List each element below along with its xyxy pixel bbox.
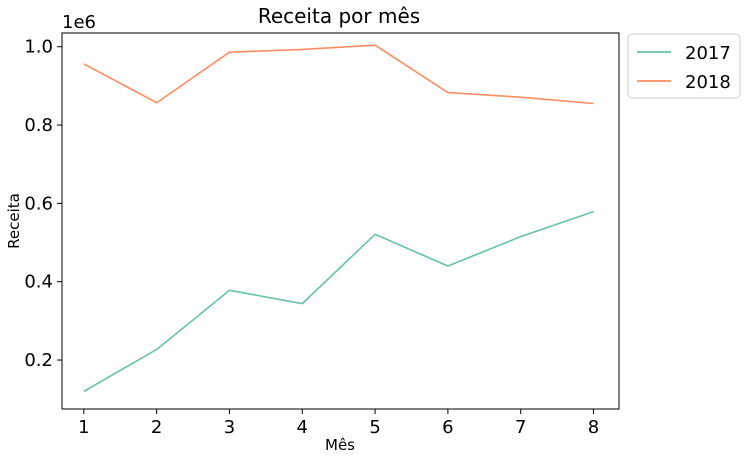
series-line-2018 [83, 44, 594, 105]
legend-label-2018: 2018 [685, 72, 731, 93]
y-axis-label: Receita [5, 193, 23, 249]
x-tick-label: 1 [78, 417, 89, 438]
series-line-2017 [83, 210, 594, 393]
x-tick-label: 4 [297, 417, 308, 438]
y-tick-label: 0.8 [24, 115, 53, 136]
legend: 2017 2018 [627, 33, 741, 99]
y-axis-offset-label: 1e6 [62, 12, 96, 33]
y-tick-label: 0.2 [24, 350, 53, 371]
y-tick-label: 0.4 [24, 272, 53, 293]
x-axis-label: Mês [325, 436, 355, 454]
x-tick-label: 8 [588, 417, 599, 438]
x-tick-label: 5 [369, 417, 380, 438]
x-tick-label: 3 [224, 417, 235, 438]
x-axis: 1 2 3 4 5 6 7 8 [78, 409, 599, 438]
y-tick-label: 1.0 [24, 37, 53, 58]
y-axis: 0.2 0.4 0.6 0.8 1.0 [24, 37, 62, 371]
x-tick-label: 7 [515, 417, 526, 438]
y-tick-label: 0.6 [24, 193, 53, 214]
chart-title: Receita por mês [258, 4, 420, 28]
legend-box [627, 33, 741, 99]
plot-area [83, 44, 594, 393]
x-tick-label: 6 [442, 417, 453, 438]
legend-label-2017: 2017 [685, 43, 731, 64]
x-tick-label: 2 [151, 417, 162, 438]
plot-frame [61, 32, 620, 410]
